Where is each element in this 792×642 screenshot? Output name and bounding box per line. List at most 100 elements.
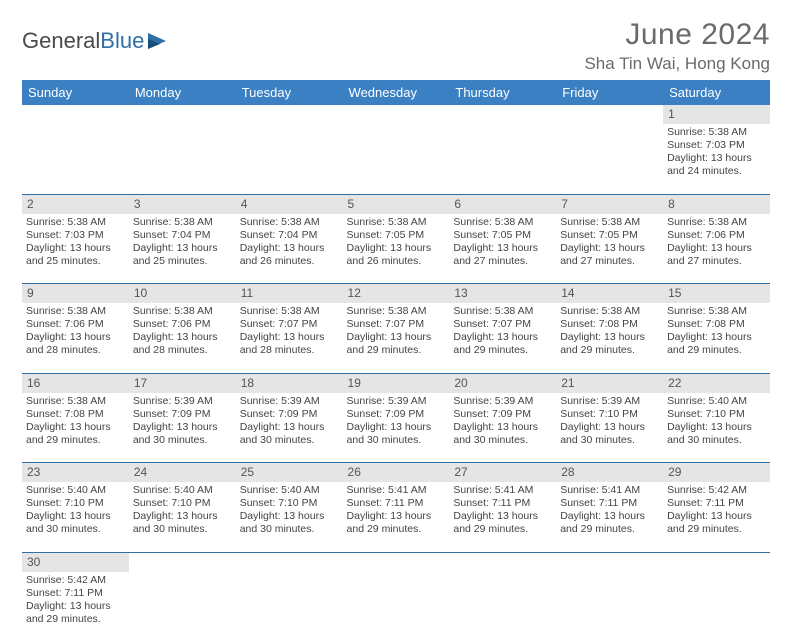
day-number <box>129 552 236 572</box>
day-number: 12 <box>343 284 450 304</box>
day-number: 16 <box>22 373 129 393</box>
day-number <box>556 552 663 572</box>
day-number: 13 <box>449 284 556 304</box>
logo-word2: Blue <box>100 28 144 54</box>
day-cell: Sunrise: 5:38 AMSunset: 7:08 PMDaylight:… <box>556 303 663 373</box>
day-cell <box>129 572 236 642</box>
day-number: 15 <box>663 284 770 304</box>
day-number <box>22 105 129 124</box>
day-cell: Sunrise: 5:39 AMSunset: 7:09 PMDaylight:… <box>236 393 343 463</box>
day-line: Daylight: 13 hours and 28 minutes. <box>133 331 232 357</box>
day-cell <box>22 124 129 194</box>
day-line: Sunset: 7:07 PM <box>453 318 552 331</box>
day-line: Sunset: 7:05 PM <box>453 229 552 242</box>
day-line: Sunrise: 5:38 AM <box>26 305 125 318</box>
day-number: 29 <box>663 463 770 483</box>
day-line: Daylight: 13 hours and 30 minutes. <box>26 510 125 536</box>
day-number: 24 <box>129 463 236 483</box>
day-line: Daylight: 13 hours and 28 minutes. <box>240 331 339 357</box>
day-number: 1 <box>663 105 770 124</box>
day-cell: Sunrise: 5:38 AMSunset: 7:04 PMDaylight:… <box>236 214 343 284</box>
day-cell: Sunrise: 5:38 AMSunset: 7:07 PMDaylight:… <box>449 303 556 373</box>
day-line: Sunrise: 5:39 AM <box>133 395 232 408</box>
day-line: Sunset: 7:09 PM <box>133 408 232 421</box>
day-line: Sunset: 7:11 PM <box>26 587 125 600</box>
day-cell: Sunrise: 5:38 AMSunset: 7:03 PMDaylight:… <box>663 124 770 194</box>
day-line: Sunset: 7:04 PM <box>133 229 232 242</box>
logo-flag-icon <box>146 31 172 51</box>
day-cell <box>343 124 450 194</box>
day-line: Sunrise: 5:42 AM <box>667 484 766 497</box>
day-number <box>663 552 770 572</box>
week-row: Sunrise: 5:42 AMSunset: 7:11 PMDaylight:… <box>22 572 770 642</box>
daynum-row: 30 <box>22 552 770 572</box>
logo-word1: General <box>22 28 100 54</box>
day-cell: Sunrise: 5:39 AMSunset: 7:09 PMDaylight:… <box>449 393 556 463</box>
day-line: Sunset: 7:08 PM <box>560 318 659 331</box>
title-block: June 2024 Sha Tin Wai, Hong Kong <box>584 18 770 74</box>
day-number: 17 <box>129 373 236 393</box>
day-number <box>449 552 556 572</box>
day-number <box>129 105 236 124</box>
day-line: Sunrise: 5:38 AM <box>347 216 446 229</box>
day-number: 3 <box>129 194 236 214</box>
day-line: Sunset: 7:07 PM <box>347 318 446 331</box>
day-cell: Sunrise: 5:38 AMSunset: 7:07 PMDaylight:… <box>343 303 450 373</box>
day-line: Daylight: 13 hours and 27 minutes. <box>453 242 552 268</box>
day-number <box>236 105 343 124</box>
day-line: Sunrise: 5:38 AM <box>347 305 446 318</box>
day-line: Daylight: 13 hours and 29 minutes. <box>453 331 552 357</box>
daynum-row: 23242526272829 <box>22 463 770 483</box>
day-cell: Sunrise: 5:38 AMSunset: 7:05 PMDaylight:… <box>556 214 663 284</box>
day-number: 8 <box>663 194 770 214</box>
calendar-table: Sunday Monday Tuesday Wednesday Thursday… <box>22 80 770 642</box>
daynum-row: 2345678 <box>22 194 770 214</box>
day-line: Sunset: 7:06 PM <box>667 229 766 242</box>
day-cell <box>343 572 450 642</box>
day-line: Daylight: 13 hours and 29 minutes. <box>560 510 659 536</box>
day-cell <box>129 124 236 194</box>
day-line: Sunrise: 5:38 AM <box>667 216 766 229</box>
day-cell <box>556 572 663 642</box>
week-row: Sunrise: 5:38 AMSunset: 7:08 PMDaylight:… <box>22 393 770 463</box>
day-line: Sunrise: 5:38 AM <box>560 216 659 229</box>
day-line: Sunrise: 5:40 AM <box>667 395 766 408</box>
logo: GeneralBlue <box>22 18 172 54</box>
day-number: 28 <box>556 463 663 483</box>
day-line: Sunrise: 5:41 AM <box>453 484 552 497</box>
day-number: 5 <box>343 194 450 214</box>
day-line: Daylight: 13 hours and 29 minutes. <box>453 510 552 536</box>
day-number: 11 <box>236 284 343 304</box>
day-line: Sunset: 7:09 PM <box>347 408 446 421</box>
weekday-header: Sunday <box>22 80 129 105</box>
day-line: Sunset: 7:11 PM <box>560 497 659 510</box>
day-line: Daylight: 13 hours and 30 minutes. <box>240 510 339 536</box>
day-cell: Sunrise: 5:41 AMSunset: 7:11 PMDaylight:… <box>343 482 450 552</box>
location: Sha Tin Wai, Hong Kong <box>584 54 770 74</box>
day-line: Sunset: 7:11 PM <box>347 497 446 510</box>
day-line: Sunrise: 5:40 AM <box>133 484 232 497</box>
day-line: Daylight: 13 hours and 26 minutes. <box>240 242 339 268</box>
day-cell: Sunrise: 5:40 AMSunset: 7:10 PMDaylight:… <box>129 482 236 552</box>
day-line: Sunrise: 5:40 AM <box>240 484 339 497</box>
day-cell: Sunrise: 5:38 AMSunset: 7:06 PMDaylight:… <box>129 303 236 373</box>
day-line: Sunrise: 5:41 AM <box>560 484 659 497</box>
day-line: Sunrise: 5:38 AM <box>667 126 766 139</box>
day-line: Sunset: 7:08 PM <box>667 318 766 331</box>
day-cell <box>236 572 343 642</box>
day-cell: Sunrise: 5:38 AMSunset: 7:04 PMDaylight:… <box>129 214 236 284</box>
day-number: 23 <box>22 463 129 483</box>
day-cell: Sunrise: 5:38 AMSunset: 7:05 PMDaylight:… <box>343 214 450 284</box>
day-line: Daylight: 13 hours and 25 minutes. <box>26 242 125 268</box>
day-number <box>236 552 343 572</box>
day-line: Sunrise: 5:39 AM <box>453 395 552 408</box>
weekday-header: Wednesday <box>343 80 450 105</box>
day-cell <box>449 124 556 194</box>
day-number: 26 <box>343 463 450 483</box>
day-number: 9 <box>22 284 129 304</box>
day-line: Daylight: 13 hours and 29 minutes. <box>347 331 446 357</box>
day-number: 21 <box>556 373 663 393</box>
day-line: Sunrise: 5:38 AM <box>240 216 339 229</box>
day-line: Sunset: 7:05 PM <box>347 229 446 242</box>
day-line: Sunrise: 5:38 AM <box>133 305 232 318</box>
